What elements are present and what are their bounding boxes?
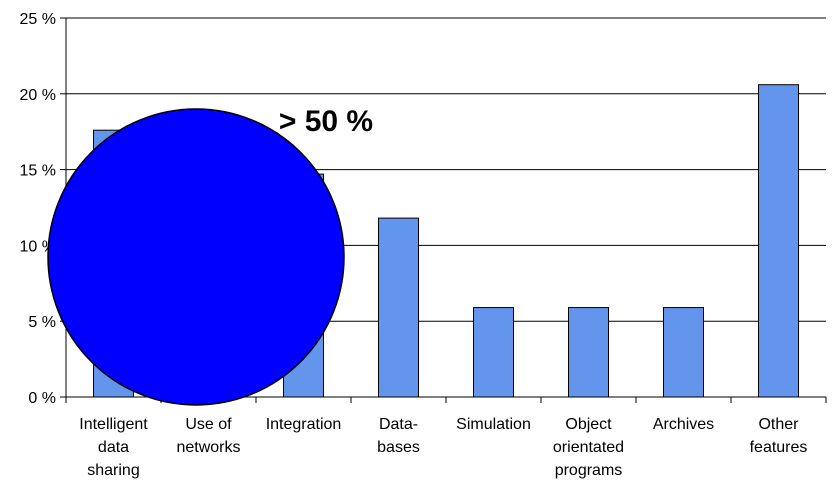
bar xyxy=(568,307,609,398)
annotation-label: > 50 % xyxy=(279,105,373,138)
x-category-label: Other features xyxy=(750,416,808,456)
annotation: > 50 % xyxy=(47,105,373,406)
x-category-label: Archives xyxy=(653,416,714,433)
x-category-label: Use of networks xyxy=(176,416,240,456)
y-tick-label: 5 % xyxy=(28,314,56,331)
bar xyxy=(663,307,704,398)
x-category-label: Object orientated programs xyxy=(553,416,624,479)
highlight-circle xyxy=(47,108,345,406)
y-tick-label: 15 % xyxy=(20,163,56,180)
y-tick-label: 0 % xyxy=(28,390,56,407)
bar xyxy=(758,84,799,398)
x-axis-category-labels: Intelligent data sharing Use of networks Inte… xyxy=(79,416,807,479)
y-tick-label: 10 % xyxy=(20,238,56,255)
y-axis-tick-labels: 0 % 5 % 10 % 15 % 20 % 25 % xyxy=(20,11,66,407)
y-tick-label: 25 % xyxy=(20,11,56,28)
bar xyxy=(473,307,514,398)
x-category-label: Integration xyxy=(266,416,342,433)
x-category-label: Data-bases xyxy=(377,416,420,456)
x-category-label: Simulation xyxy=(456,416,531,433)
y-tick-label: 20 % xyxy=(20,87,56,104)
x-category-label: Intelligent data sharing xyxy=(79,416,148,479)
bar xyxy=(378,217,419,398)
